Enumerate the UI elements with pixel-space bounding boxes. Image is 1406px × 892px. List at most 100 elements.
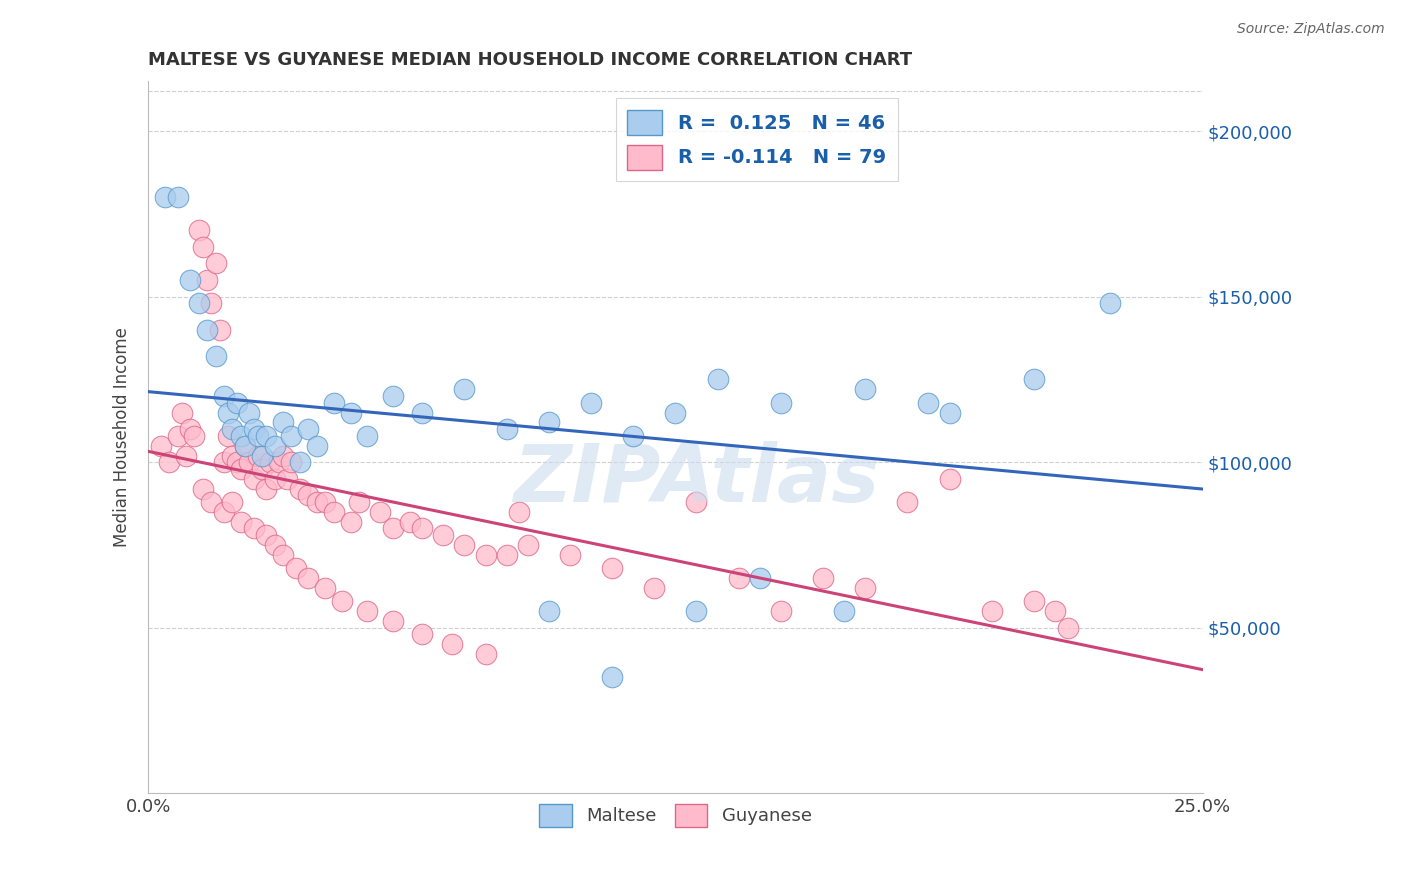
Point [233,439,256,453]
Point [212,505,235,519]
Point [600,670,623,684]
Point [187,296,209,310]
Point [411,627,433,641]
Point [440,637,463,651]
Point [217,405,239,419]
Point [153,190,176,204]
Point [411,405,433,419]
Text: ZIPAtlas: ZIPAtlas [513,441,880,519]
Point [643,581,665,595]
Point [621,428,644,442]
Point [242,521,264,535]
Point [398,515,420,529]
Point [896,495,918,509]
Point [305,439,328,453]
Point [157,455,180,469]
Point [356,604,378,618]
Point [748,571,770,585]
Point [706,372,728,386]
Point [229,428,252,442]
Point [263,538,285,552]
Point [221,422,243,436]
Point [288,455,311,469]
Point [204,349,226,363]
Point [204,256,226,270]
Point [1056,621,1078,635]
Point [288,482,311,496]
Point [187,223,209,237]
Point [191,240,214,254]
Point [179,422,201,436]
Point [853,581,876,595]
Point [347,495,370,509]
Point [297,571,319,585]
Point [314,495,336,509]
Point [267,455,290,469]
Point [356,428,378,442]
Y-axis label: Median Household Income: Median Household Income [114,327,131,548]
Point [727,571,749,585]
Point [474,548,496,562]
Point [271,449,294,463]
Text: MALTESE VS GUYANESE MEDIAN HOUSEHOLD INCOME CORRELATION CHART: MALTESE VS GUYANESE MEDIAN HOUSEHOLD INC… [148,51,912,69]
Point [250,462,273,476]
Point [229,462,252,476]
Legend: Maltese, Guyanese: Maltese, Guyanese [531,797,818,834]
Point [191,482,214,496]
Point [170,405,193,419]
Point [254,428,277,442]
Point [685,495,707,509]
Point [917,395,939,409]
Point [381,614,404,628]
Point [832,604,855,618]
Point [938,405,960,419]
Point [453,538,475,552]
Point [200,296,222,310]
Point [322,395,344,409]
Point [238,405,260,419]
Point [246,428,269,442]
Point [381,521,404,535]
Point [1022,594,1045,608]
Point [322,505,344,519]
Point [769,395,792,409]
Point [149,439,172,453]
Point [229,515,252,529]
Point [664,405,686,419]
Point [221,495,243,509]
Point [297,422,319,436]
Point [271,416,294,430]
Point [233,439,256,453]
Point [280,428,302,442]
Point [579,395,602,409]
Point [166,190,188,204]
Point [195,323,218,337]
Point [259,455,281,469]
Point [381,389,404,403]
Point [537,416,560,430]
Point [242,472,264,486]
Point [314,581,336,595]
Point [297,488,319,502]
Point [238,455,260,469]
Point [225,395,247,409]
Point [495,548,517,562]
Point [495,422,517,436]
Point [208,323,231,337]
Point [174,449,197,463]
Point [1098,296,1121,310]
Point [166,428,188,442]
Point [537,604,560,618]
Point [1022,372,1045,386]
Point [225,455,247,469]
Point [432,528,454,542]
Point [179,273,201,287]
Point [280,455,302,469]
Point [339,405,361,419]
Point [246,449,269,463]
Point [811,571,834,585]
Point [853,382,876,396]
Point [558,548,581,562]
Point [212,455,235,469]
Point [339,515,361,529]
